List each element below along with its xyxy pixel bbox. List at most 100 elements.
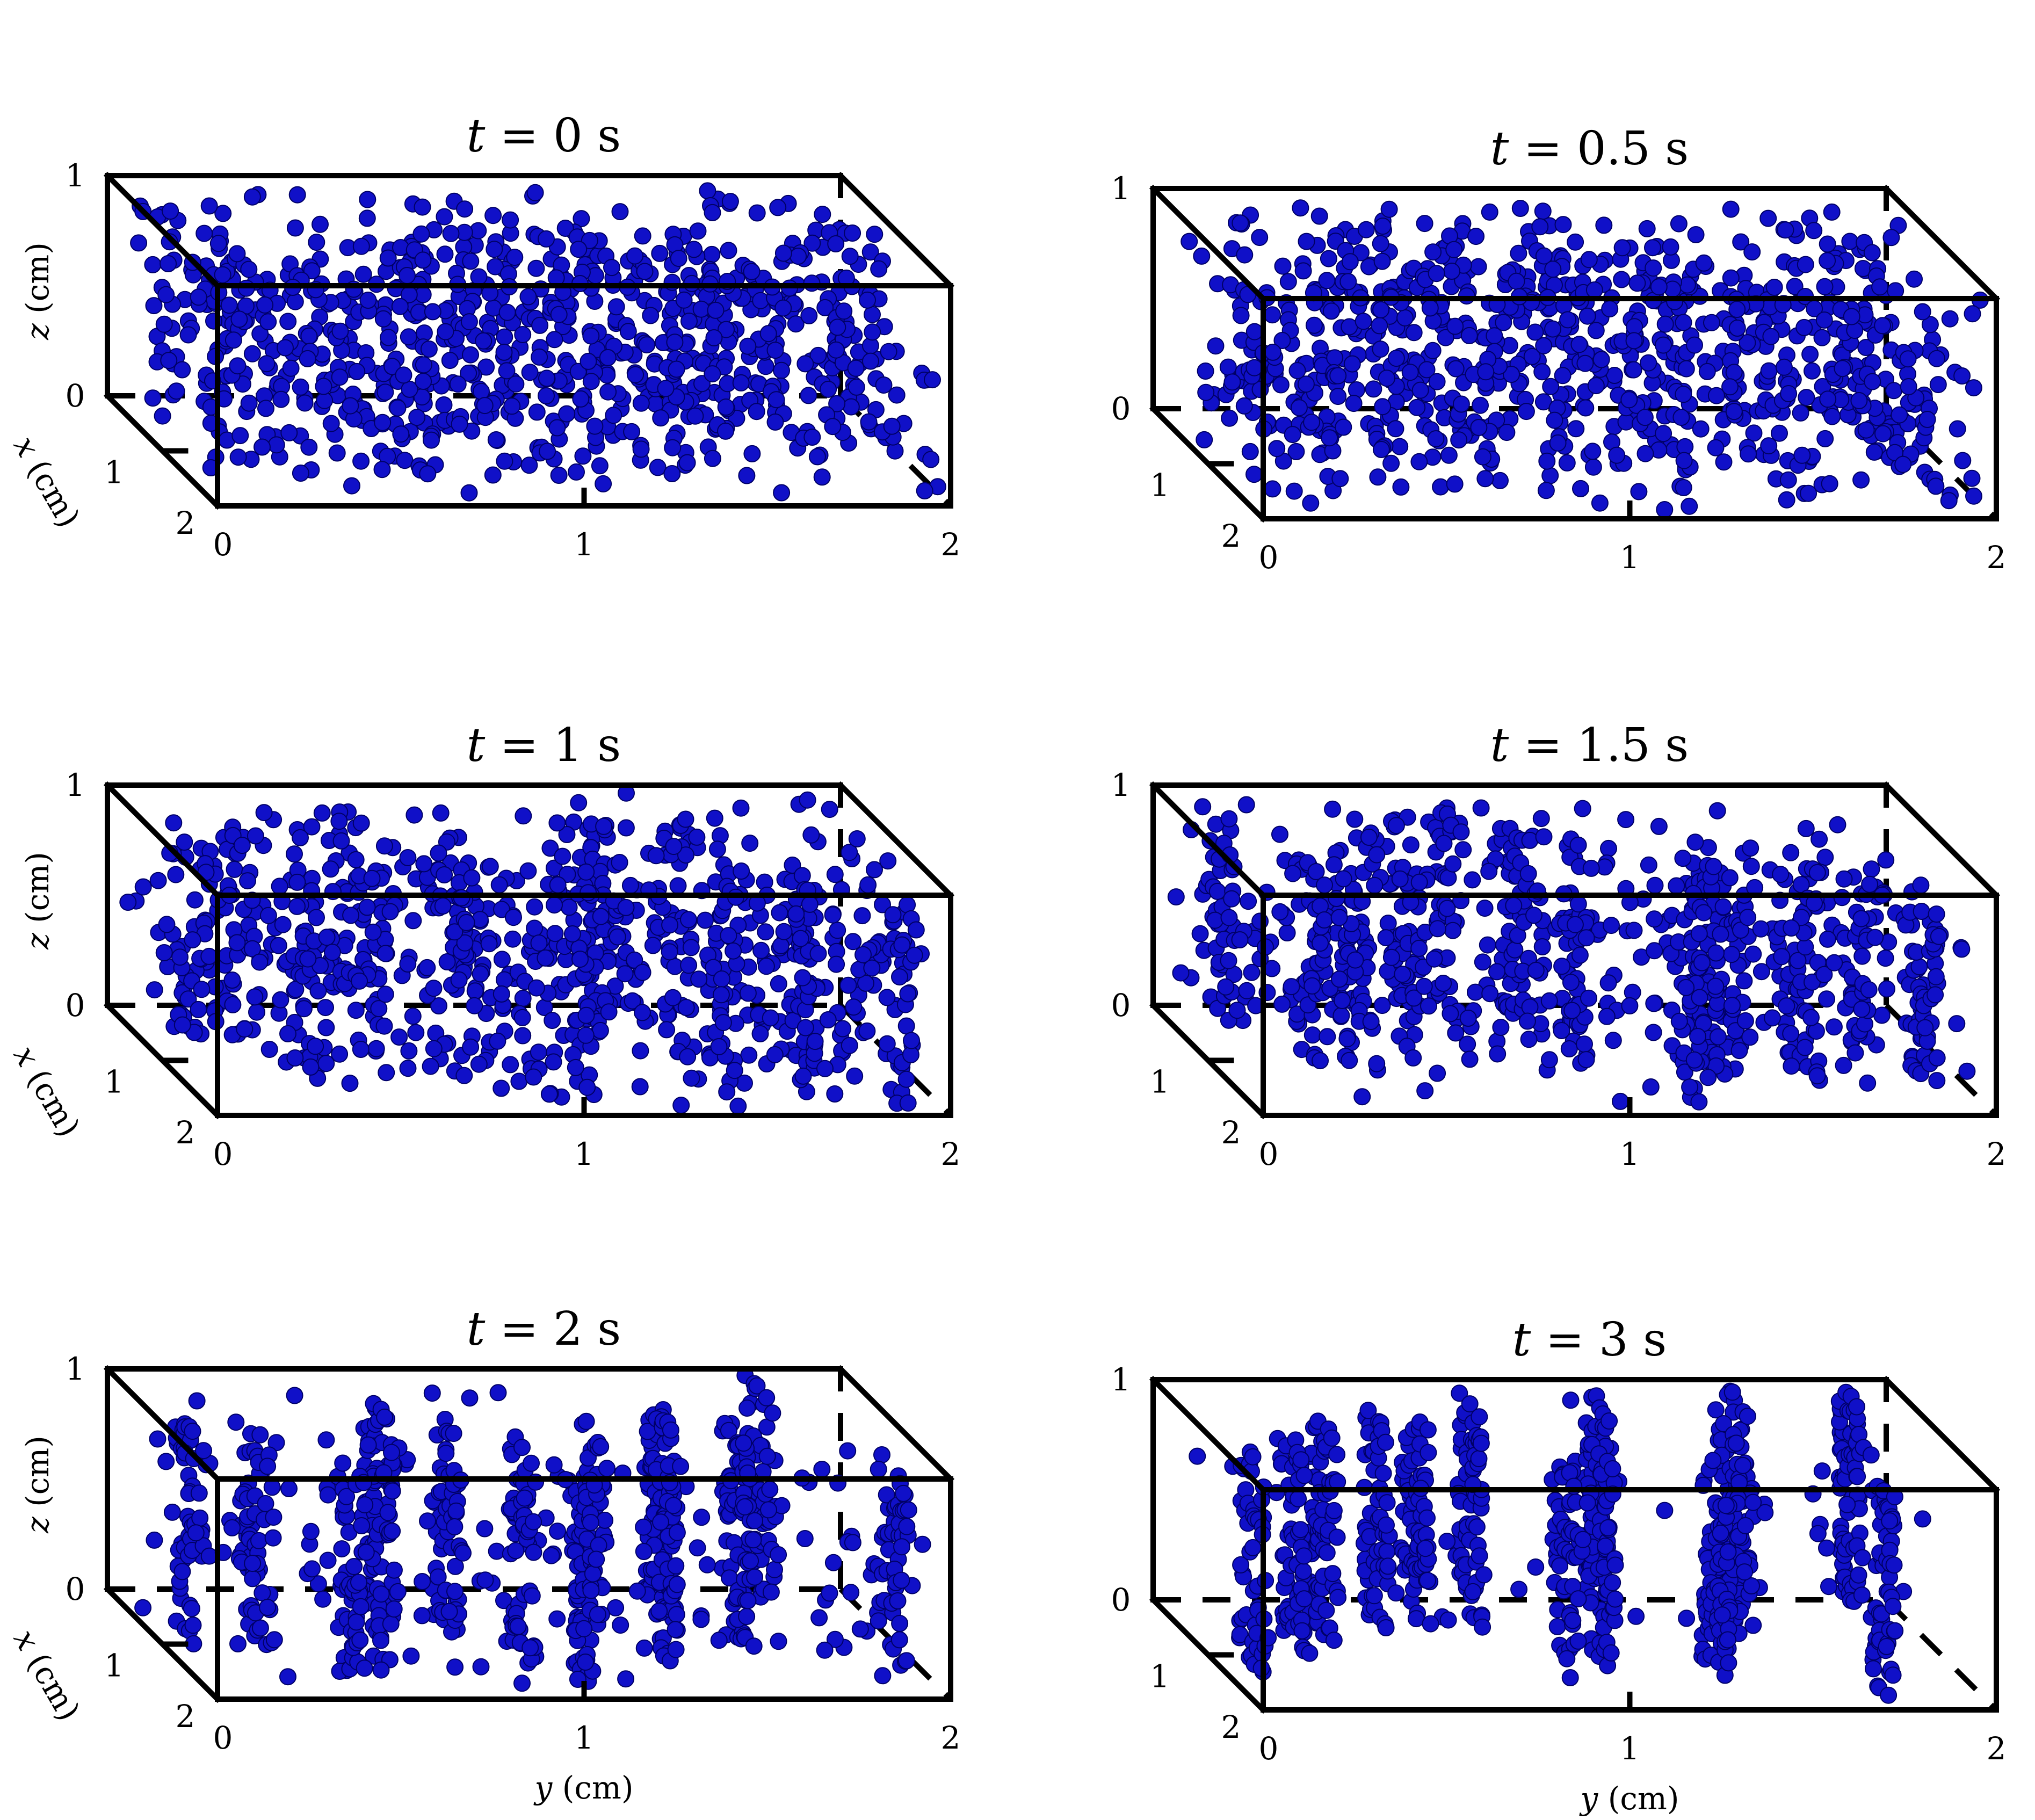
- particle-point: [358, 209, 376, 227]
- particle-point: [720, 242, 737, 259]
- particle-point: [228, 245, 246, 263]
- particle-point: [525, 1543, 542, 1561]
- particle-point: [1446, 475, 1464, 493]
- particle-point: [470, 1055, 488, 1073]
- particle-point: [447, 1502, 465, 1520]
- particle-point: [699, 182, 716, 200]
- particle-point: [1365, 380, 1382, 398]
- particle-point: [226, 860, 243, 878]
- particle-point: [1681, 497, 1698, 515]
- particle-point: [738, 467, 756, 484]
- particle-point: [259, 313, 277, 331]
- particle-point: [677, 846, 694, 864]
- particle-point: [1468, 1518, 1486, 1536]
- particle-point: [599, 383, 617, 401]
- particle-point: [1608, 446, 1626, 464]
- particle-point: [513, 1439, 531, 1456]
- particle-point: [419, 465, 437, 483]
- particle-point: [672, 1097, 690, 1114]
- particle-point: [1645, 995, 1663, 1012]
- particle-point: [506, 249, 524, 266]
- particle-point: [446, 1583, 464, 1600]
- particle-point: [1638, 220, 1656, 237]
- particle-point: [343, 477, 360, 495]
- particle-point: [209, 235, 227, 252]
- particle-point: [1353, 1088, 1371, 1106]
- particle-point: [1686, 833, 1704, 851]
- particle-point: [1268, 440, 1286, 458]
- z-tick-label: 1: [66, 1351, 85, 1387]
- particle-point: [1646, 942, 1663, 960]
- particle-point: [399, 849, 417, 866]
- particle-point: [1740, 445, 1757, 463]
- particle-point: [498, 303, 516, 321]
- particle-point: [1335, 418, 1352, 436]
- particle-point: [1416, 215, 1433, 233]
- particle-point: [792, 930, 809, 947]
- x-tick-label: 1: [104, 1064, 124, 1100]
- particle-point: [842, 1584, 860, 1601]
- particle-point: [864, 323, 881, 341]
- particle-point: [634, 1004, 651, 1021]
- particle-point: [1346, 810, 1364, 828]
- particle-point: [1220, 909, 1238, 926]
- particle-point: [1613, 239, 1631, 257]
- z-tick-label: 0: [66, 378, 85, 414]
- particle-point: [1779, 471, 1797, 489]
- particle-point: [816, 1641, 834, 1659]
- particle-point: [891, 1615, 909, 1632]
- particle-point: [1722, 269, 1740, 287]
- x-tick-label: 1: [104, 454, 124, 491]
- particle-point: [1819, 252, 1836, 270]
- particle-point: [752, 941, 770, 959]
- particle-point: [1264, 343, 1281, 361]
- particle-point: [1220, 952, 1237, 969]
- particle-point: [1739, 1408, 1756, 1425]
- particle-point: [634, 963, 651, 981]
- particle-point: [853, 907, 871, 925]
- particle-point: [328, 444, 346, 462]
- particle-point: [179, 326, 197, 344]
- particle-point: [317, 999, 334, 1017]
- particle-point: [286, 293, 304, 310]
- particle-point: [1533, 363, 1551, 381]
- particle-point: [1167, 888, 1185, 906]
- particle-point: [528, 403, 546, 421]
- particle-point: [1681, 1078, 1699, 1096]
- particle-point: [748, 204, 766, 222]
- particle-point: [1863, 244, 1881, 262]
- z-tick-label: 1: [66, 767, 85, 803]
- particle-point: [476, 1571, 494, 1589]
- particle-point: [1863, 860, 1880, 878]
- particle-point: [1715, 453, 1733, 471]
- y-tick-label: 0: [213, 526, 233, 563]
- particle-point: [567, 1058, 584, 1076]
- particle-point: [446, 1658, 464, 1676]
- particle-point: [540, 1085, 558, 1103]
- particle-point: [243, 345, 261, 362]
- particle-point: [1804, 362, 1821, 380]
- particle-point: [605, 407, 622, 424]
- particle-point: [526, 898, 544, 916]
- particle-point: [1662, 238, 1679, 256]
- particle-point: [1728, 301, 1746, 318]
- particle-point: [477, 358, 495, 376]
- particle-point: [808, 448, 826, 466]
- particle-point: [1853, 1000, 1871, 1018]
- particle-point: [1574, 800, 1591, 817]
- particle-point: [227, 1413, 245, 1431]
- particle-point: [841, 248, 859, 265]
- particle-point: [383, 1482, 401, 1500]
- particle-point: [1442, 1005, 1459, 1023]
- particle-point: [233, 837, 251, 854]
- particle-point: [717, 398, 735, 416]
- particle-point: [1580, 251, 1598, 269]
- particle-point: [352, 1041, 370, 1058]
- particle-point: [519, 862, 537, 880]
- particle-point: [589, 1606, 606, 1623]
- particle-point: [794, 969, 812, 987]
- particle-point: [179, 990, 197, 1008]
- x-axis-label: x (cm): [6, 430, 88, 533]
- particle-point: [345, 1558, 363, 1575]
- particle-point: [677, 810, 694, 828]
